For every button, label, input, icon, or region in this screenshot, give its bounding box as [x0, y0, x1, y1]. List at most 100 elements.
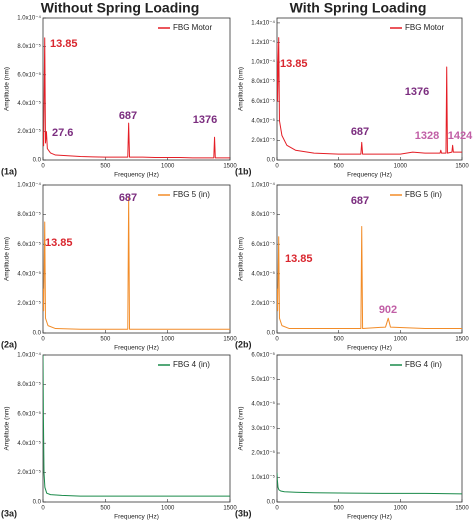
plot-frame [42, 184, 231, 334]
x-axis-label: Frequency (Hz) [114, 514, 159, 521]
peak-annotation: 13.85 [45, 237, 73, 249]
peak-annotation: 1328 [415, 130, 439, 142]
panel: 0.0 1.0x10⁻⁵ 2.0x10⁻⁵ 3.0x10⁻⁵ 4.0x10⁻⁵ 5.0x1… [235, 352, 469, 521]
plot-frame [42, 354, 231, 503]
panel-label: (2a) [1, 339, 17, 349]
x-tick-label: 500 [100, 506, 111, 512]
y-tick-label: 8.0x10⁻⁵ [17, 211, 41, 218]
x-tick-label: 1500 [455, 506, 469, 512]
column-header: Without Spring Loading [41, 0, 200, 16]
y-tick-label: 8.0x10⁻⁵ [17, 381, 41, 388]
y-tick-label: 6.0x10⁻⁵ [17, 410, 41, 417]
y-tick-label: 4.0x10⁻⁵ [17, 440, 41, 447]
x-tick-label: 500 [100, 164, 111, 170]
spectrum-line [277, 472, 462, 495]
plot-frame [42, 17, 231, 161]
y-tick-label: 0.0 [33, 158, 42, 164]
x-tick-label: 1000 [161, 164, 175, 170]
y-tick-label: 0.0 [33, 500, 42, 506]
y-tick-label: 2.0x10⁻⁵ [17, 300, 41, 307]
y-tick-label: 6.0x10⁻⁵ [251, 241, 275, 248]
x-tick-label: 0 [275, 337, 279, 343]
x-tick-label: 1000 [394, 164, 408, 170]
y-tick-label: 6.0x10⁻⁵ [251, 352, 275, 359]
y-tick-label: 6.0x10⁻⁵ [17, 71, 41, 78]
panel: 0.0 2.0x10⁻⁵ 4.0x10⁻⁵ 6.0x10⁻⁵ 8.0x10⁻⁵ 1.0x1… [1, 15, 237, 179]
panel: 0.0 2.0x10⁻⁵ 4.0x10⁻⁵ 6.0x10⁻⁵ 8.0x10⁻⁵ 1.0x1… [1, 352, 237, 521]
x-tick-label: 500 [334, 164, 345, 170]
y-tick-label: 6.0x10⁻⁵ [251, 98, 275, 105]
y-axis-label: Amplitude (nm) [4, 237, 11, 281]
peak-annotation: 1376 [193, 114, 217, 126]
y-axis-label: Amplitude (nm) [238, 67, 245, 111]
panel-label: (3b) [235, 508, 252, 518]
y-tick-label: 1.0x10⁻⁴ [17, 15, 41, 22]
y-tick-label: 1.0x10⁻⁴ [17, 352, 41, 359]
y-tick-label: 5.0x10⁻⁵ [251, 376, 275, 383]
y-tick-label: 8.0x10⁻⁵ [17, 43, 41, 50]
x-tick-label: 1500 [223, 164, 237, 170]
spectrum-line [43, 37, 230, 159]
legend-label: FBG Motor [173, 23, 212, 32]
spectrum-line [43, 355, 230, 497]
y-tick-label: 1.0x10⁻⁴ [17, 182, 41, 189]
y-tick-label: 8.0x10⁻⁵ [251, 78, 275, 85]
x-tick-label: 0 [275, 164, 279, 170]
panel-label: (1a) [1, 166, 17, 176]
y-tick-label: 2.0x10⁻⁵ [251, 137, 275, 144]
y-tick-label: 0.0 [267, 158, 276, 164]
x-tick-label: 500 [334, 337, 345, 343]
y-axis-label: Amplitude (nm) [4, 67, 11, 111]
panel: 0.0 2.0x10⁻⁵ 4.0x10⁻⁵ 6.0x10⁻⁵ 8.0x10⁻⁵ 1.0x1… [1, 182, 237, 352]
y-tick-label: 0.0 [33, 331, 42, 337]
y-tick-label: 2.0x10⁻⁵ [251, 450, 275, 457]
y-tick-label: 0.0 [267, 500, 276, 506]
peak-annotation: 1424 [448, 130, 473, 142]
legend-label: FBG Motor [405, 23, 444, 32]
x-axis-label: Frequency (Hz) [347, 172, 392, 179]
x-tick-label: 1500 [223, 337, 237, 343]
y-tick-label: 4.0x10⁻⁵ [17, 100, 41, 107]
x-tick-label: 0 [41, 164, 45, 170]
y-tick-label: 3.0x10⁻⁵ [251, 425, 275, 432]
peak-annotation: 687 [119, 192, 137, 204]
x-axis-label: Frequency (Hz) [114, 345, 159, 352]
legend-label: FBG 4 (in) [173, 360, 210, 369]
y-tick-label: 6.0x10⁻⁵ [17, 241, 41, 248]
y-tick-label: 0.0 [267, 331, 276, 337]
panel: 0.0 2.0x10⁻⁵ 4.0x10⁻⁵ 6.0x10⁻⁵ 8.0x10⁻⁵ 1.0x1… [235, 182, 469, 352]
plot-frame [276, 184, 463, 334]
peak-annotation: 687 [351, 126, 369, 138]
x-tick-label: 1500 [223, 506, 237, 512]
peak-annotation: 13.85 [285, 253, 313, 265]
peak-annotation: 13.85 [280, 58, 308, 70]
peak-annotation: 687 [119, 110, 137, 122]
y-tick-label: 1.0x10⁻⁵ [251, 474, 275, 481]
panel: 0.0 2.0x10⁻⁵ 4.0x10⁻⁵ 6.0x10⁻⁵ 8.0x10⁻⁵ 1.0x1… [235, 17, 473, 179]
y-tick-label: 2.0x10⁻⁵ [17, 128, 41, 135]
y-tick-label: 2.0x10⁻⁵ [251, 300, 275, 307]
legend-label: FBG 5 (in) [405, 190, 442, 199]
y-axis-label: Amplitude (nm) [238, 406, 245, 450]
x-axis-label: Frequency (Hz) [347, 514, 392, 521]
y-tick-label: 4.0x10⁻⁵ [17, 270, 41, 277]
y-tick-label: 1.4x10⁻⁴ [251, 19, 275, 26]
x-tick-label: 1500 [455, 337, 469, 343]
peak-annotation: 902 [379, 304, 397, 316]
spectrum-line [43, 196, 230, 330]
legend-label: FBG 5 (in) [173, 190, 210, 199]
spectrum-line [277, 37, 462, 155]
x-tick-label: 1000 [394, 506, 408, 512]
plot-frame [276, 354, 463, 503]
x-tick-label: 500 [100, 337, 111, 343]
y-tick-label: 4.0x10⁻⁵ [251, 117, 275, 124]
x-tick-label: 1000 [394, 337, 408, 343]
panel-label: (3a) [1, 508, 17, 518]
x-tick-label: 0 [41, 506, 45, 512]
x-tick-label: 500 [334, 506, 345, 512]
peak-annotation: 27.6 [52, 127, 73, 139]
peak-annotation: 13.85 [50, 38, 78, 50]
panel-label: (1b) [235, 166, 252, 176]
panel-label: (2b) [235, 339, 252, 349]
